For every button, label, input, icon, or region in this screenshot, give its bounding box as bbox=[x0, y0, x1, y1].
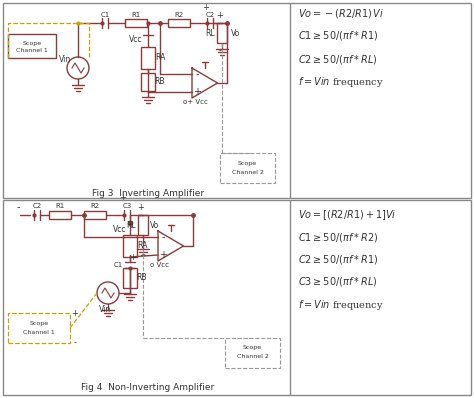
Text: $C1\geq 50/(\pi f*R1)$: $C1\geq 50/(\pi f*R1)$ bbox=[298, 29, 378, 43]
Text: Channel 1: Channel 1 bbox=[23, 330, 55, 334]
Text: +: + bbox=[137, 203, 145, 211]
Text: -: - bbox=[161, 232, 165, 242]
Text: o Vcc: o Vcc bbox=[151, 262, 170, 268]
Text: Vcc: Vcc bbox=[113, 224, 127, 234]
Text: Vin: Vin bbox=[99, 304, 111, 314]
Bar bbox=[123, 235, 137, 257]
Text: C2: C2 bbox=[205, 12, 215, 18]
Text: +: + bbox=[72, 308, 78, 318]
Bar bbox=[141, 73, 155, 91]
Text: +: + bbox=[159, 250, 167, 260]
Text: Fig 3  Inverting Amplifier: Fig 3 Inverting Amplifier bbox=[92, 189, 204, 197]
Text: Vcc: Vcc bbox=[129, 35, 143, 43]
Text: +: + bbox=[217, 10, 223, 20]
Text: Channel 2: Channel 2 bbox=[232, 170, 264, 174]
Text: $Vo=-(R2/R1)\,Vi$: $Vo=-(R2/R1)\,Vi$ bbox=[298, 6, 384, 20]
Text: C1: C1 bbox=[100, 12, 109, 18]
Text: $C2\geq 50/(\pi f*R1)$: $C2\geq 50/(\pi f*R1)$ bbox=[298, 254, 378, 267]
Text: -: - bbox=[73, 339, 76, 347]
Bar bbox=[49, 211, 71, 219]
Bar bbox=[3, 3, 471, 198]
Text: R2: R2 bbox=[174, 12, 183, 18]
Bar bbox=[141, 47, 155, 69]
Text: Channel 1: Channel 1 bbox=[16, 47, 48, 53]
Text: -: - bbox=[195, 69, 199, 79]
Text: Scope: Scope bbox=[238, 160, 257, 166]
Text: +: + bbox=[119, 193, 127, 203]
Text: $Vo=[(R2/R1)+1]Vi$: $Vo=[(R2/R1)+1]Vi$ bbox=[298, 208, 396, 222]
Text: Channel 2: Channel 2 bbox=[237, 355, 268, 359]
Bar bbox=[84, 211, 106, 219]
Text: -: - bbox=[142, 250, 145, 259]
Text: Scope: Scope bbox=[243, 345, 262, 351]
Text: RL: RL bbox=[205, 29, 215, 37]
Text: o+ Vcc: o+ Vcc bbox=[182, 99, 208, 105]
Text: $f = Vin$ frequency: $f = Vin$ frequency bbox=[298, 298, 383, 312]
Bar bbox=[217, 23, 227, 43]
Text: C3: C3 bbox=[122, 203, 132, 209]
Text: +: + bbox=[202, 2, 210, 12]
Bar bbox=[3, 200, 471, 395]
Text: $C3\geq 50/(\pi f*RL)$: $C3\geq 50/(\pi f*RL)$ bbox=[298, 275, 378, 289]
Text: RL: RL bbox=[126, 220, 136, 230]
Text: Fig 4  Non-Inverting Amplifier: Fig 4 Non-Inverting Amplifier bbox=[82, 384, 215, 392]
Text: R1: R1 bbox=[55, 203, 64, 209]
Text: R2: R2 bbox=[91, 203, 100, 209]
Text: Scope: Scope bbox=[29, 320, 48, 326]
Bar bbox=[125, 19, 147, 27]
Bar bbox=[123, 268, 137, 288]
Text: $C1\geq 50/(\pi f*R2)$: $C1\geq 50/(\pi f*R2)$ bbox=[298, 232, 378, 244]
Text: +: + bbox=[193, 87, 201, 97]
Text: -: - bbox=[16, 202, 20, 212]
Bar bbox=[138, 215, 148, 235]
Text: $C2\geq 50/(\pi f*RL)$: $C2\geq 50/(\pi f*RL)$ bbox=[298, 53, 378, 66]
Text: +: + bbox=[129, 252, 137, 261]
Text: R1: R1 bbox=[131, 12, 141, 18]
Text: Vo: Vo bbox=[231, 29, 241, 37]
Bar bbox=[8, 34, 56, 58]
Text: RB: RB bbox=[137, 273, 147, 283]
Bar bbox=[168, 19, 190, 27]
Text: RB: RB bbox=[155, 78, 165, 86]
Text: C1: C1 bbox=[113, 262, 123, 268]
Text: Scope: Scope bbox=[22, 41, 42, 45]
Text: -: - bbox=[219, 47, 221, 55]
Text: RA: RA bbox=[155, 53, 165, 62]
Text: $f = Vin$ frequency: $f = Vin$ frequency bbox=[298, 75, 383, 89]
Text: Vin: Vin bbox=[59, 55, 71, 64]
Text: RA: RA bbox=[137, 242, 147, 250]
Text: Vo: Vo bbox=[150, 220, 160, 230]
Text: C2: C2 bbox=[32, 203, 42, 209]
